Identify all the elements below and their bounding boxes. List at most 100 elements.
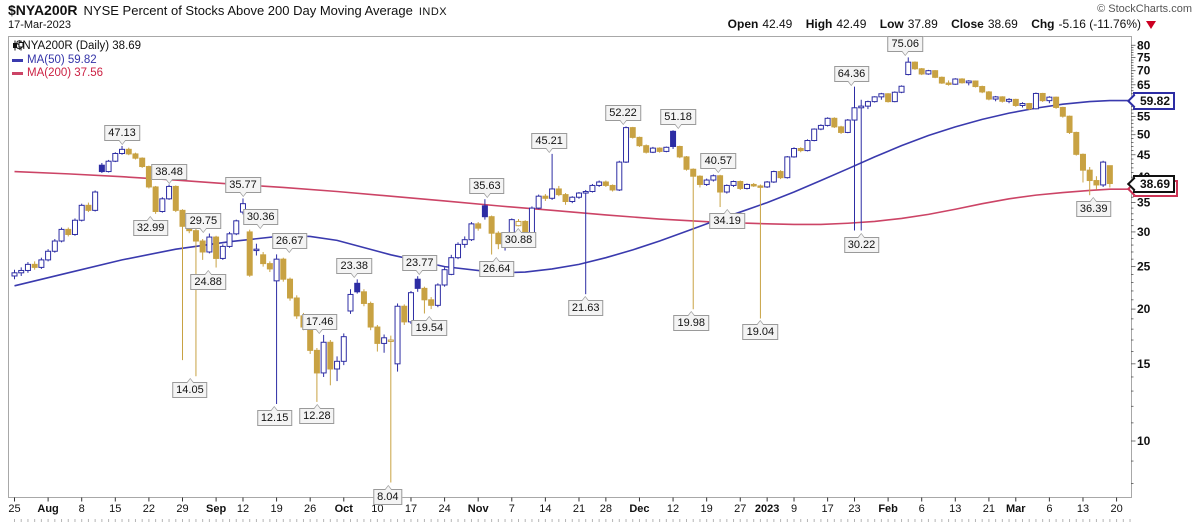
candle-body (703, 179, 710, 185)
x-axis-label: 25 (8, 503, 20, 515)
price-label-32.99: 32.99 (132, 215, 169, 236)
candle-body (38, 259, 45, 268)
ma50-line-swatch (12, 58, 23, 62)
x-axis-label: 13 (1077, 503, 1089, 515)
candle-body (804, 140, 811, 152)
ma50-line (14, 99, 1128, 287)
candle-body (414, 278, 421, 289)
candle-body (387, 339, 394, 342)
chg-value: -5.16 (-11.76%) (1058, 17, 1141, 31)
price-label-21.63: 21.63 (567, 296, 604, 317)
y-axis-label: 50 (1137, 128, 1151, 142)
x-axis-label: Dec (629, 503, 649, 515)
candle-body (260, 254, 267, 265)
price-label-26.67: 26.67 (271, 233, 308, 254)
y-axis-label: 20 (1137, 302, 1151, 316)
candle-body (1079, 153, 1086, 171)
candle-body (824, 117, 831, 126)
candle-body (45, 250, 52, 261)
candle-body (730, 181, 737, 186)
candle-body (354, 282, 361, 293)
x-axis-label: 23 (848, 503, 860, 515)
candle-body (233, 220, 240, 235)
candle-body (112, 152, 119, 162)
candle-body (98, 164, 105, 173)
x-axis-label: 17 (405, 503, 417, 515)
candle-body (965, 80, 972, 84)
candle-body (636, 136, 643, 147)
legend-ma50-row: MA(50) 59.82 (12, 54, 141, 68)
candle-body (92, 191, 99, 211)
candle-body (528, 207, 535, 235)
candle-body (1093, 180, 1100, 186)
x-axis-label: Oct (335, 503, 354, 515)
price-label-23.38: 23.38 (336, 258, 372, 279)
candle-body (266, 263, 273, 270)
open-label: Open (727, 17, 759, 31)
candle-body (320, 341, 327, 374)
candle-body (515, 220, 522, 227)
candle-body (918, 68, 925, 75)
price-label-19.54: 19.54 (411, 315, 448, 336)
candle-body (858, 105, 865, 109)
candle-body (327, 341, 334, 370)
candle-body (421, 287, 428, 301)
candle-body (784, 156, 791, 179)
copyright: © StockCharts.com (1097, 3, 1192, 15)
candle-body (542, 195, 549, 199)
candle-body (434, 284, 441, 306)
candle-body (999, 96, 1006, 102)
candle-body (791, 148, 798, 158)
candle-body (569, 196, 576, 203)
chart-date: 17-Mar-2023 (8, 19, 71, 31)
y-axis-label: 55 (1137, 110, 1151, 124)
candle-body (555, 188, 562, 196)
price-label-47.13: 47.13 (104, 124, 140, 145)
candle-body (1006, 98, 1013, 102)
candle-body (219, 245, 226, 259)
price-label-52.22: 52.22 (605, 105, 641, 126)
x-axis-label: Nov (468, 503, 490, 515)
y-axis-label: 35 (1137, 196, 1151, 210)
candle-body (488, 216, 495, 234)
legend-series-label: $NYA200R (Daily) 38.69 (16, 40, 142, 52)
candle-body (367, 302, 374, 328)
price-label-64.36: 64.36 (833, 65, 870, 86)
candle-body (334, 360, 341, 370)
x-axis-label: Aug (37, 503, 58, 515)
candle-body (172, 185, 179, 211)
candle-body (1086, 169, 1093, 182)
x-axis-label: Feb (878, 503, 898, 515)
price-label-36.39: 36.39 (1075, 197, 1112, 218)
candle-body (992, 96, 999, 100)
price-label-17.46: 17.46 (301, 313, 338, 334)
candle-body (683, 156, 690, 170)
x-axis-label: 27 (734, 503, 746, 515)
price-label-38.48: 38.48 (151, 163, 187, 184)
price-label-29.75: 29.75 (185, 212, 222, 233)
x-axis-label: 28 (600, 503, 612, 515)
x-axis-label: 13 (949, 503, 961, 515)
candle-body (770, 171, 777, 183)
candle-body (743, 183, 750, 189)
candle-body (851, 107, 858, 121)
candle-body (757, 185, 764, 188)
candle-body (475, 223, 482, 229)
candle-body (602, 181, 609, 186)
price-label-51.18: 51.18 (660, 109, 696, 130)
price-label-35.77: 35.77 (225, 177, 261, 198)
candle-body (575, 192, 582, 198)
candle-body (407, 292, 414, 323)
candle-body (649, 147, 656, 153)
candle-body (972, 80, 979, 88)
candle-body (670, 130, 677, 147)
x-axis-label: Mar (1006, 503, 1026, 515)
x-axis-label: 21 (573, 503, 585, 515)
candle-body (253, 248, 260, 252)
candle-body (811, 128, 818, 142)
ma200-line-swatch (12, 72, 23, 76)
candle-body (307, 326, 314, 351)
candle-body (1106, 165, 1113, 185)
high-label: High (805, 17, 833, 31)
candle-body (441, 269, 448, 286)
